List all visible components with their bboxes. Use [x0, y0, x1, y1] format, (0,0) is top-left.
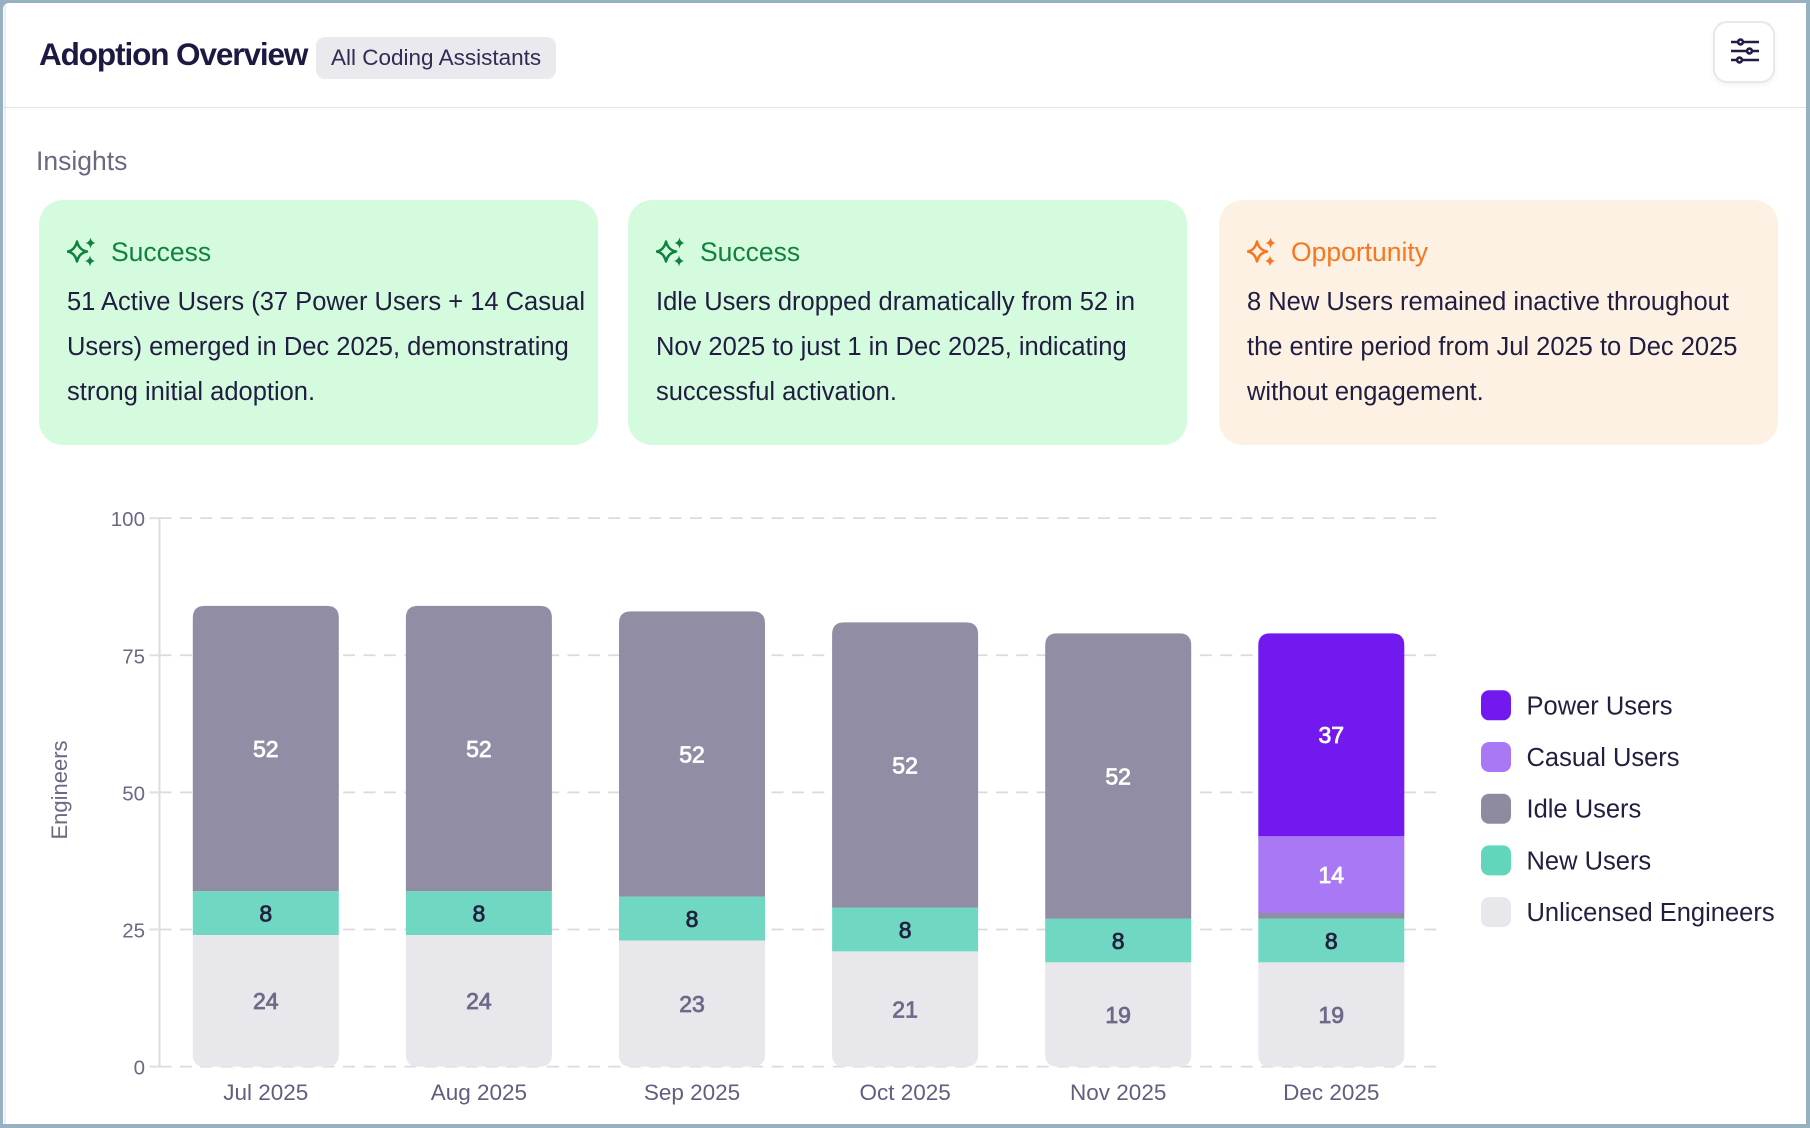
svg-text:52: 52 [466, 736, 492, 762]
svg-text:Unlicensed Engineers: Unlicensed Engineers [1527, 899, 1775, 927]
svg-text:21: 21 [892, 996, 918, 1022]
svg-text:37: 37 [1319, 722, 1345, 748]
svg-text:8: 8 [686, 906, 699, 932]
svg-text:23: 23 [679, 991, 705, 1017]
svg-text:100: 100 [111, 508, 145, 531]
svg-text:Aug 2025: Aug 2025 [431, 1080, 527, 1105]
svg-text:8: 8 [259, 900, 272, 926]
svg-text:Idle Users: Idle Users [1527, 796, 1642, 824]
svg-text:Oct 2025: Oct 2025 [859, 1080, 950, 1105]
svg-text:Engineers: Engineers [47, 740, 72, 839]
svg-text:50: 50 [122, 782, 145, 805]
svg-text:52: 52 [679, 741, 705, 767]
svg-text:14: 14 [1319, 862, 1345, 888]
svg-text:19: 19 [1319, 1002, 1345, 1028]
svg-text:8: 8 [473, 900, 486, 926]
svg-text:52: 52 [253, 736, 279, 762]
svg-text:8: 8 [899, 917, 912, 943]
svg-text:New Users: New Users [1527, 847, 1652, 875]
svg-text:Casual Users: Casual Users [1527, 744, 1680, 772]
svg-text:52: 52 [892, 752, 918, 778]
svg-text:8: 8 [1325, 928, 1338, 954]
svg-text:Dec 2025: Dec 2025 [1283, 1080, 1379, 1105]
svg-text:52: 52 [1105, 763, 1131, 789]
svg-text:0: 0 [134, 1057, 145, 1080]
svg-text:Jul 2025: Jul 2025 [223, 1080, 308, 1105]
svg-text:24: 24 [466, 988, 492, 1014]
svg-text:19: 19 [1105, 1002, 1131, 1028]
svg-text:75: 75 [122, 645, 145, 668]
svg-text:Power Users: Power Users [1527, 692, 1673, 720]
svg-text:Nov 2025: Nov 2025 [1070, 1080, 1166, 1105]
svg-text:8: 8 [1112, 928, 1125, 954]
svg-text:25: 25 [122, 919, 145, 942]
svg-text:24: 24 [253, 988, 279, 1014]
svg-text:Sep 2025: Sep 2025 [644, 1080, 740, 1105]
